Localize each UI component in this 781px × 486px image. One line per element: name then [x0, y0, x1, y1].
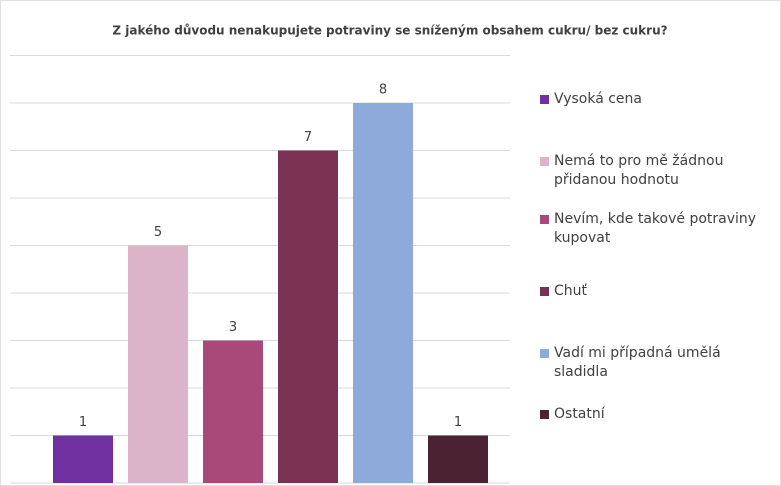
- legend-swatch: [540, 410, 549, 419]
- data-label: 3: [229, 320, 237, 335]
- bar: [278, 150, 338, 483]
- data-label: 1: [454, 415, 462, 430]
- legend-swatch: [540, 349, 549, 358]
- legend-item: Ostatní: [540, 405, 769, 424]
- legend-item: Vadí mi případná umělá sladidla: [540, 344, 769, 382]
- legend-item: Vysoká cena: [540, 90, 769, 109]
- data-label: 8: [379, 83, 387, 98]
- legend-item: Chuť: [540, 282, 769, 301]
- bar: [203, 340, 263, 483]
- legend-item: Nevím, kde takové potraviny kupovat: [540, 210, 769, 248]
- data-label: 7: [304, 130, 312, 145]
- bar: [428, 435, 488, 483]
- bar: [53, 435, 113, 483]
- legend-swatch: [540, 95, 549, 104]
- legend-label: Vadí mi případná umělá sladidla: [554, 345, 721, 380]
- data-label: 1: [79, 415, 87, 430]
- legend-label: Vysoká cena: [554, 91, 642, 107]
- legend-swatch: [540, 287, 549, 296]
- chart-title: Z jakého důvodu nenakupujete potraviny s…: [112, 24, 667, 38]
- bar: [353, 103, 413, 483]
- legend-label: Nemá to pro mě žádnou přidanou hodnotu: [554, 153, 724, 188]
- legend-item: Nemá to pro mě žádnou přidanou hodnotu: [540, 152, 769, 190]
- legend-swatch: [540, 215, 549, 224]
- data-label: 5: [154, 225, 162, 240]
- bar: [128, 245, 188, 483]
- legend-label: Ostatní: [554, 406, 605, 422]
- legend-swatch: [540, 157, 549, 166]
- legend-label: Nevím, kde takové potraviny kupovat: [554, 211, 757, 246]
- legend-label: Chuť: [554, 283, 588, 299]
